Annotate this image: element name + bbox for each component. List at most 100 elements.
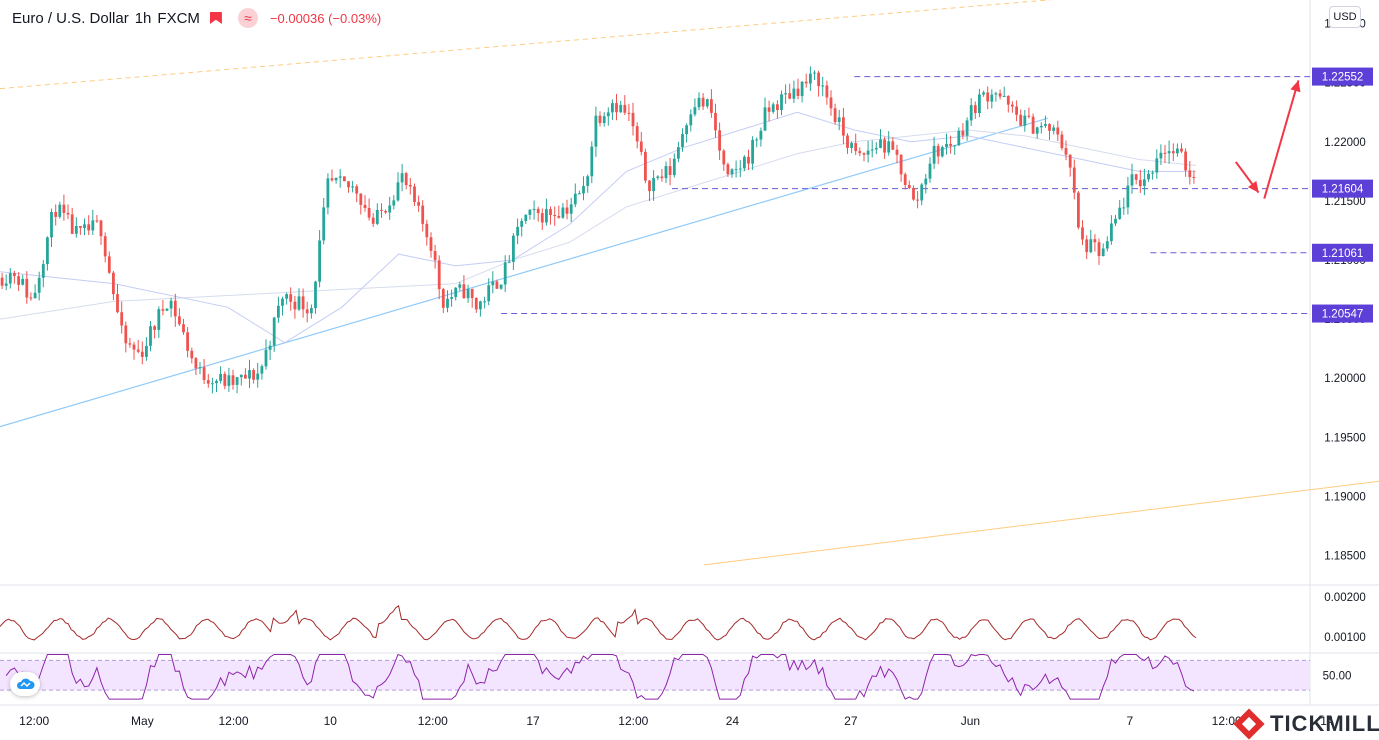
candle-body xyxy=(363,204,367,208)
candle-body xyxy=(953,145,957,147)
candle-body xyxy=(1134,174,1138,180)
arrow-head xyxy=(1290,80,1301,93)
tickmill-logo: TICKMILL xyxy=(1233,708,1379,740)
candle-body xyxy=(289,294,293,302)
candle-body xyxy=(586,176,590,186)
symbol-title[interactable]: Euro / U.S. Dollar xyxy=(12,9,129,27)
candle-body xyxy=(804,81,808,84)
candle-body xyxy=(413,186,416,202)
candle-body xyxy=(693,107,697,115)
candle-body xyxy=(491,281,495,286)
candle-body xyxy=(244,374,247,379)
candle-body xyxy=(33,292,37,299)
candle-body xyxy=(17,276,20,285)
price-tick-label: 1.21500 xyxy=(1324,196,1366,208)
candle-body xyxy=(899,154,903,175)
moving-average-slow xyxy=(0,129,1197,320)
candle-body xyxy=(182,324,185,333)
candle-body xyxy=(623,104,627,113)
candle-body xyxy=(759,130,763,140)
candle-body xyxy=(825,85,829,98)
candle-body xyxy=(66,212,70,215)
candle-body xyxy=(499,284,503,289)
candle-body xyxy=(689,114,693,126)
candle-body xyxy=(776,104,779,110)
candle-body xyxy=(598,115,602,123)
cloud-icon[interactable] xyxy=(10,672,40,696)
candle-body xyxy=(470,288,474,298)
candle-body xyxy=(1006,96,1010,105)
candle-body xyxy=(54,212,58,217)
candle-body xyxy=(157,309,161,330)
currency-button[interactable]: USD xyxy=(1329,6,1361,28)
wave-icon[interactable]: ≈ xyxy=(237,8,258,28)
candle-body xyxy=(343,176,346,182)
candle-body xyxy=(755,139,759,141)
candle-body xyxy=(178,316,181,325)
candle-body xyxy=(561,207,565,218)
candle-body xyxy=(1097,242,1101,256)
candle-body xyxy=(198,367,202,369)
time-tick-label: 12:00 xyxy=(418,714,448,728)
candle-body xyxy=(1188,170,1192,178)
candle-body xyxy=(1118,207,1122,219)
candle-body xyxy=(149,326,152,346)
indicator-1-tick-label: 0.00100 xyxy=(1324,632,1366,644)
candle-body xyxy=(994,93,998,95)
indicator-1-tick-label: 0.00200 xyxy=(1324,592,1366,604)
candle-body xyxy=(74,226,78,234)
candle-body xyxy=(1143,179,1146,186)
candle-body xyxy=(173,300,177,317)
candle-body xyxy=(1044,124,1047,126)
candle-body xyxy=(582,186,585,194)
candle-body xyxy=(681,134,684,148)
candle-body xyxy=(256,373,260,380)
candle-body xyxy=(718,130,721,151)
candle-body xyxy=(907,185,911,189)
candle-body xyxy=(1089,239,1093,253)
candle-body xyxy=(986,92,990,102)
candle-body xyxy=(248,370,251,379)
candle-body xyxy=(107,256,111,273)
candle-body xyxy=(495,281,499,289)
candle-body xyxy=(912,188,915,200)
candle-body xyxy=(1019,114,1023,126)
candle-body xyxy=(1068,154,1072,168)
candle-body xyxy=(635,126,639,142)
candle-body xyxy=(520,221,524,227)
candle-body xyxy=(714,112,717,131)
price-level-badge xyxy=(1312,67,1373,86)
candle-body xyxy=(62,204,66,213)
candle-body xyxy=(380,210,383,211)
candle-body xyxy=(70,214,74,234)
candle-body xyxy=(903,174,907,185)
price-level-label: 1.22552 xyxy=(1322,72,1364,84)
interval-label[interactable]: 1h xyxy=(134,9,152,27)
candle-body xyxy=(536,208,540,214)
candle-body xyxy=(367,208,371,218)
price-tick-label: 1.18500 xyxy=(1324,550,1366,562)
flag-icon[interactable] xyxy=(209,12,222,24)
candle-body xyxy=(858,151,862,154)
candle-body xyxy=(722,150,726,165)
candle-body xyxy=(883,139,886,153)
candle-body xyxy=(458,284,462,288)
candle-body xyxy=(305,309,309,314)
candle-body xyxy=(29,297,33,299)
tickmill-mark-icon xyxy=(1233,708,1265,740)
candle-body xyxy=(404,173,408,185)
candle-body xyxy=(833,108,837,122)
candle-body xyxy=(252,370,255,380)
candle-body xyxy=(557,216,561,218)
price-level-label: 1.21604 xyxy=(1322,184,1364,196)
candle-body xyxy=(507,261,511,263)
candle-body xyxy=(1011,104,1014,107)
candle-body xyxy=(978,94,981,113)
candle-body xyxy=(821,85,825,87)
candle-body xyxy=(462,284,466,299)
candle-body xyxy=(969,105,973,121)
candle-body xyxy=(120,312,124,326)
candle-body xyxy=(417,202,420,206)
time-tick-label: 14 xyxy=(1320,714,1334,728)
